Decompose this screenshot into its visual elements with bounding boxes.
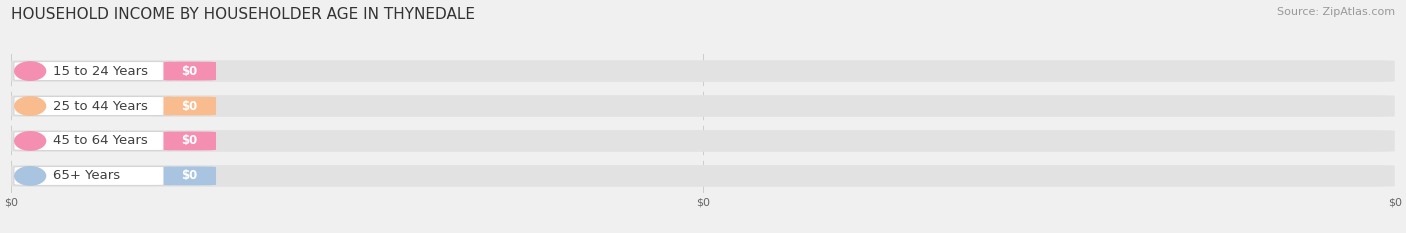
Text: 15 to 24 Years: 15 to 24 Years	[53, 65, 148, 78]
FancyBboxPatch shape	[14, 131, 172, 151]
Text: 25 to 44 Years: 25 to 44 Years	[53, 99, 148, 113]
Text: $0: $0	[181, 65, 198, 78]
FancyBboxPatch shape	[163, 166, 217, 185]
Ellipse shape	[14, 96, 46, 116]
Text: $0: $0	[181, 169, 198, 182]
Text: $0: $0	[181, 134, 198, 147]
FancyBboxPatch shape	[11, 130, 1395, 152]
FancyBboxPatch shape	[14, 97, 172, 116]
Text: HOUSEHOLD INCOME BY HOUSEHOLDER AGE IN THYNEDALE: HOUSEHOLD INCOME BY HOUSEHOLDER AGE IN T…	[11, 7, 475, 22]
Ellipse shape	[14, 61, 46, 81]
FancyBboxPatch shape	[163, 97, 217, 116]
Ellipse shape	[14, 131, 46, 151]
Text: Source: ZipAtlas.com: Source: ZipAtlas.com	[1277, 7, 1395, 17]
Ellipse shape	[14, 166, 46, 186]
FancyBboxPatch shape	[11, 60, 1395, 82]
FancyBboxPatch shape	[11, 165, 1395, 187]
FancyBboxPatch shape	[14, 166, 172, 185]
Text: 45 to 64 Years: 45 to 64 Years	[53, 134, 148, 147]
FancyBboxPatch shape	[163, 62, 217, 81]
Text: 65+ Years: 65+ Years	[53, 169, 121, 182]
FancyBboxPatch shape	[163, 131, 217, 151]
Text: $0: $0	[181, 99, 198, 113]
FancyBboxPatch shape	[11, 95, 1395, 117]
FancyBboxPatch shape	[14, 62, 172, 81]
